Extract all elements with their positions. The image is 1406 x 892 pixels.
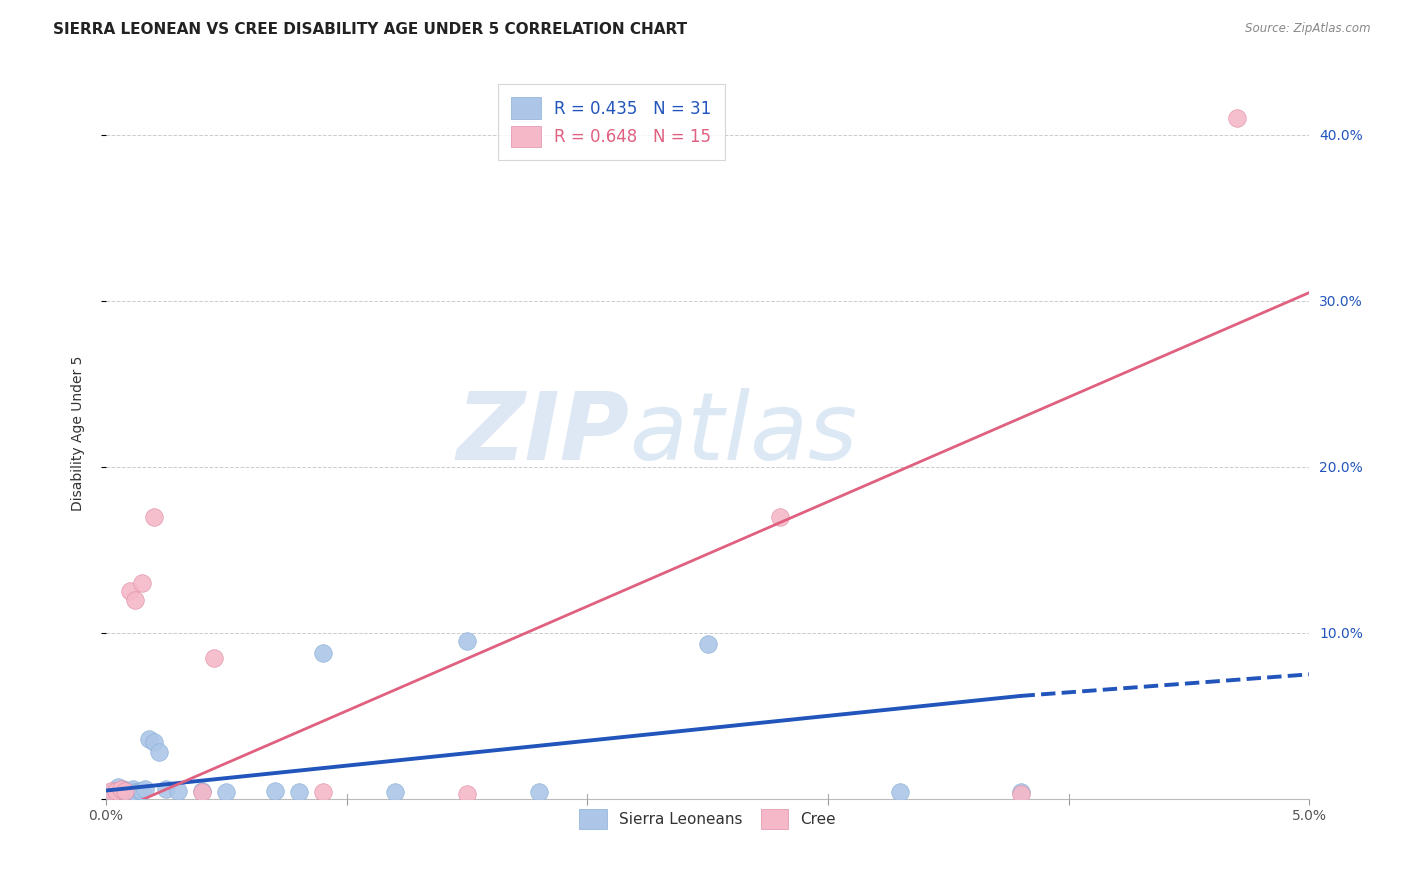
Text: SIERRA LEONEAN VS CREE DISABILITY AGE UNDER 5 CORRELATION CHART: SIERRA LEONEAN VS CREE DISABILITY AGE UN… [53, 22, 688, 37]
Point [131, 576, 153, 591]
Point [143, 735, 166, 749]
Point [100, 785, 122, 799]
Point [114, 785, 136, 799]
Text: atlas: atlas [630, 388, 858, 479]
Point [110, 781, 132, 796]
Point [124, 592, 146, 607]
Point [111, 781, 134, 796]
Point [138, 732, 160, 747]
Point [311, 646, 333, 660]
Point [311, 785, 333, 799]
Point [104, 783, 127, 797]
Point [384, 785, 406, 799]
Point [696, 637, 718, 651]
Point [110, 783, 132, 797]
Point [263, 783, 285, 797]
Point [202, 650, 225, 665]
Point [191, 785, 214, 799]
Point [117, 783, 139, 797]
Point [121, 781, 143, 796]
Point [456, 787, 478, 801]
Point [114, 783, 136, 797]
Point [155, 781, 177, 796]
Text: Source: ZipAtlas.com: Source: ZipAtlas.com [1246, 22, 1371, 36]
Point [100, 783, 122, 797]
Point [1226, 112, 1249, 126]
Point [1010, 787, 1032, 801]
Point [889, 785, 911, 799]
Point [215, 785, 238, 799]
Point [104, 785, 127, 799]
Point [1010, 785, 1032, 799]
Point [103, 783, 125, 797]
Point [127, 787, 149, 801]
Legend: Sierra Leoneans, Cree: Sierra Leoneans, Cree [574, 803, 842, 835]
Point [107, 780, 129, 795]
Point [120, 783, 142, 797]
Y-axis label: Disability Age Under 5: Disability Age Under 5 [72, 356, 86, 511]
Text: ZIP: ZIP [457, 388, 630, 480]
Point [287, 785, 309, 799]
Point [120, 584, 142, 599]
Point [128, 783, 150, 797]
Point [191, 783, 214, 797]
Point [769, 509, 792, 524]
Point [529, 785, 551, 799]
Point [134, 781, 156, 796]
Point [124, 785, 146, 799]
Point [131, 783, 153, 797]
Point [456, 634, 478, 648]
Point [143, 509, 166, 524]
Point [167, 783, 190, 797]
Point [148, 745, 170, 759]
